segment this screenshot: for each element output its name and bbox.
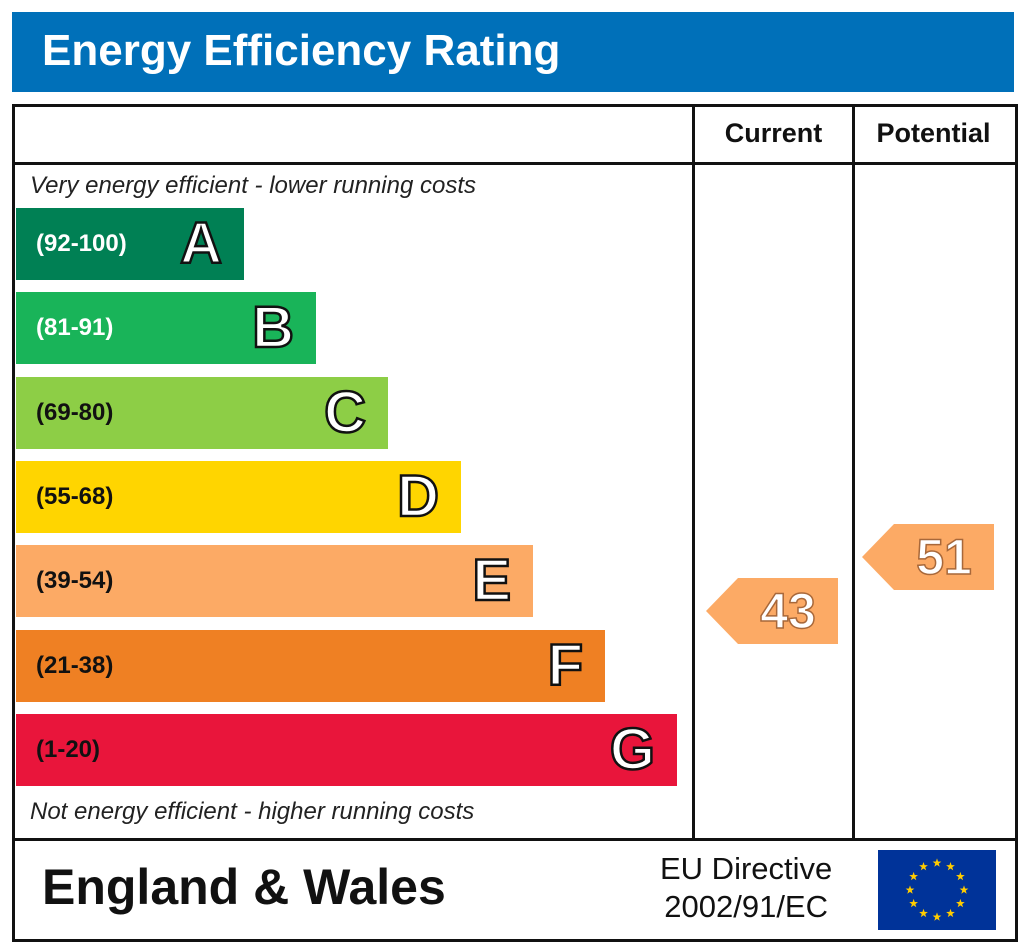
eu-directive: EU Directive 2002/91/EC	[660, 850, 832, 926]
rating-frame	[12, 104, 1018, 942]
potential-arrow-shape	[862, 524, 994, 590]
band-letter: E	[471, 547, 512, 614]
band-b: (81-91) B	[16, 292, 316, 364]
eu-star-icon	[946, 908, 955, 918]
band-c: (69-80) C	[16, 377, 388, 449]
potential-rating-arrow	[862, 524, 994, 590]
band-letter: A	[179, 210, 223, 277]
current-column-divider	[692, 104, 695, 840]
eu-flag-icon	[878, 850, 996, 930]
potential-column-divider	[852, 104, 855, 840]
eu-star-icon	[932, 912, 942, 921]
eu-directive-line2: 2002/91/EC	[664, 889, 828, 924]
current-arrow-shape	[706, 578, 838, 644]
title-bar: Energy Efficiency Rating	[12, 12, 1014, 92]
footer-divider	[12, 838, 1018, 841]
top-caption: Very energy efficient - lower running co…	[30, 172, 476, 199]
eu-star-icon	[919, 908, 928, 918]
band-d: (55-68) D	[16, 461, 461, 533]
eu-star-icon	[909, 871, 918, 881]
bottom-caption: Not energy efficient - higher running co…	[30, 798, 475, 825]
header-divider	[12, 162, 1018, 165]
page-title: Energy Efficiency Rating	[42, 26, 561, 75]
eu-star-icon	[909, 898, 918, 908]
band-range-label: (69-80)	[36, 399, 114, 426]
band-g: (1-20) G	[16, 714, 677, 786]
band-e: (39-54) E	[16, 545, 533, 617]
band-range-label: (55-68)	[36, 483, 114, 510]
potential-column-header: Potential	[876, 118, 991, 148]
band-range-label: (21-38)	[36, 652, 114, 679]
band-range-label: (1-20)	[36, 736, 101, 763]
eu-directive-line1: EU Directive	[660, 851, 833, 886]
band-letter: B	[251, 294, 295, 361]
eu-star-icon	[956, 898, 965, 908]
band-letter: D	[396, 463, 440, 530]
band-letter: C	[323, 379, 367, 446]
band-a: (92-100) A	[16, 208, 244, 280]
band-letter: G	[609, 716, 657, 783]
band-range-label: (39-54)	[36, 567, 114, 594]
current-column-header: Current	[724, 118, 823, 148]
eu-star-icon	[919, 862, 928, 871]
potential-rating-value: 51	[915, 528, 972, 586]
band-letter: F	[546, 632, 584, 699]
eu-star-icon	[959, 885, 969, 894]
band-f: (21-38) F	[16, 630, 605, 702]
band-range-label: (92-100)	[36, 230, 127, 257]
eu-star-icon	[946, 862, 955, 871]
band-range-label: (81-91)	[36, 314, 114, 341]
current-rating-arrow	[706, 578, 838, 644]
current-rating-value: 43	[759, 582, 816, 640]
region-label: England & Wales	[42, 859, 446, 915]
eu-star-icon	[956, 871, 965, 881]
eu-star-icon	[905, 885, 915, 894]
eu-star-icon	[932, 858, 942, 867]
